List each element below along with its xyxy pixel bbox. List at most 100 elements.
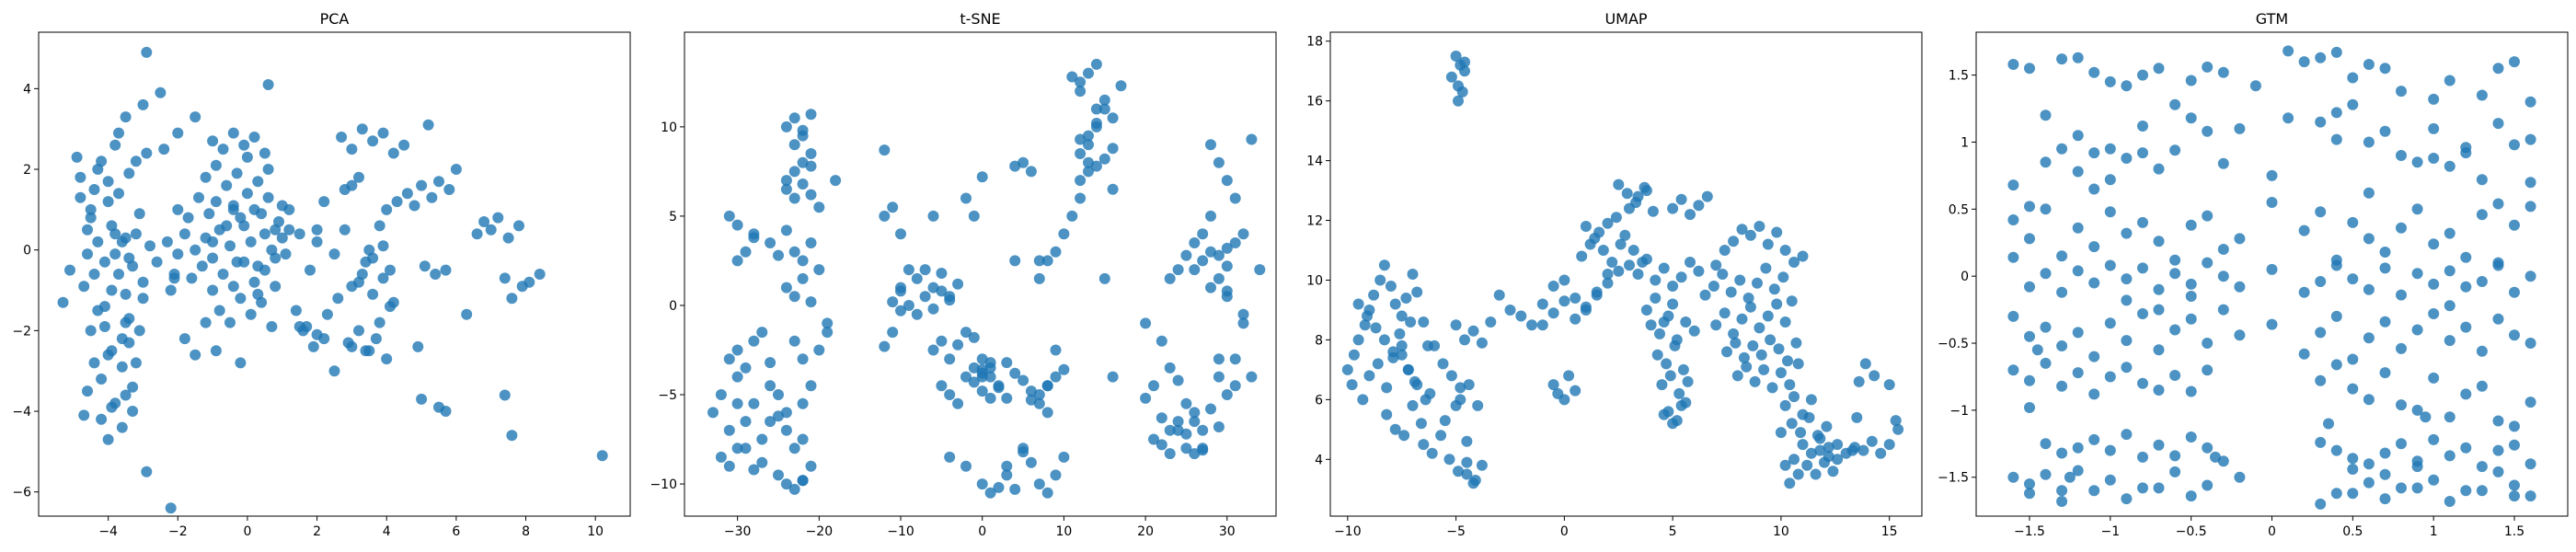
data-point [1810,468,1822,480]
data-point [172,127,184,139]
data-point [1610,212,1622,224]
data-point [1639,181,1650,193]
data-point [203,208,215,220]
data-point [797,272,809,284]
data-point [797,433,809,445]
data-point [1050,246,1062,258]
data-point [1389,298,1401,310]
data-point [190,111,201,123]
data-point [2492,415,2504,427]
data-point [207,252,219,264]
data-point [780,407,792,419]
data-point [1398,430,1410,442]
data-point [1025,456,1037,468]
data-point [1710,259,1722,271]
data-point [788,483,800,495]
data-point [2396,438,2407,450]
x-tick-label: 1.5 [2504,524,2524,539]
data-point [1148,433,1159,445]
data-point [2104,174,2116,186]
data-point [1675,193,1687,205]
data-point [1476,459,1488,471]
y-tick-label: 12 [1306,214,1323,229]
data-point [1429,339,1441,351]
data-point [2040,438,2052,450]
data-point [2524,458,2536,470]
data-point [1602,217,1614,229]
data-point [2169,98,2181,110]
data-point [1156,335,1167,347]
data-point [502,232,514,244]
data-point [1107,371,1119,383]
data-point [1650,274,1662,286]
data-point [370,333,382,345]
data-point [1680,316,1692,328]
data-point [353,171,364,183]
data-point [1775,367,1787,379]
data-point [485,224,497,236]
data-point [1246,371,1258,383]
data-point [1396,310,1408,322]
data-point [2040,268,2052,280]
data-point [266,321,278,332]
data-point [178,228,190,240]
data-point [1771,298,1783,310]
data-point [1570,293,1581,304]
data-point [106,401,118,413]
data-point [2088,351,2100,362]
data-point [151,256,163,268]
data-point [1606,257,1618,268]
data-point [1066,71,1078,83]
data-point [2072,327,2084,339]
data-point [2121,362,2133,374]
data-point [227,203,239,215]
data-point [98,321,110,332]
data-point [1752,277,1763,289]
data-point [968,376,980,388]
data-point [516,281,528,293]
data-point [252,176,264,188]
data-point [903,264,914,276]
data-point [2476,174,2488,186]
data-point [1009,367,1021,379]
data-point [1875,447,1887,459]
data-point [903,300,914,311]
data-point [2428,122,2440,134]
data-point [2169,268,2181,280]
data-point [1857,444,1869,456]
data-point [98,256,110,268]
data-point [2104,75,2116,87]
plot-frame [1329,31,1923,517]
data-point [1205,139,1216,151]
x-tick-label: 15 [1881,524,1898,539]
data-point [2266,263,2278,275]
data-point [1859,358,1871,370]
x-tick-label: 5 [1669,524,1677,539]
data-point [2460,251,2472,263]
data-point [1734,274,1746,286]
data-point [1650,293,1662,304]
data-point [1485,316,1497,328]
data-point [2185,278,2197,290]
data-point [1009,255,1021,267]
data-point [1407,399,1419,411]
data-point [2524,177,2536,189]
data-point [1362,310,1373,322]
data-point [1378,259,1390,271]
data-point [360,256,372,268]
data-point [1792,358,1804,370]
data-point [1766,382,1778,394]
data-point [1098,94,1110,106]
data-point [283,224,295,236]
data-point [1832,439,1844,451]
data-point [2153,344,2165,356]
data-point [887,296,899,308]
data-point [1762,238,1774,250]
data-point [2185,291,2197,302]
data-point [1246,133,1258,145]
data-point [1098,103,1110,115]
data-point [506,430,518,442]
data-point [2283,112,2294,124]
data-point [780,175,792,187]
data-point [92,236,104,247]
